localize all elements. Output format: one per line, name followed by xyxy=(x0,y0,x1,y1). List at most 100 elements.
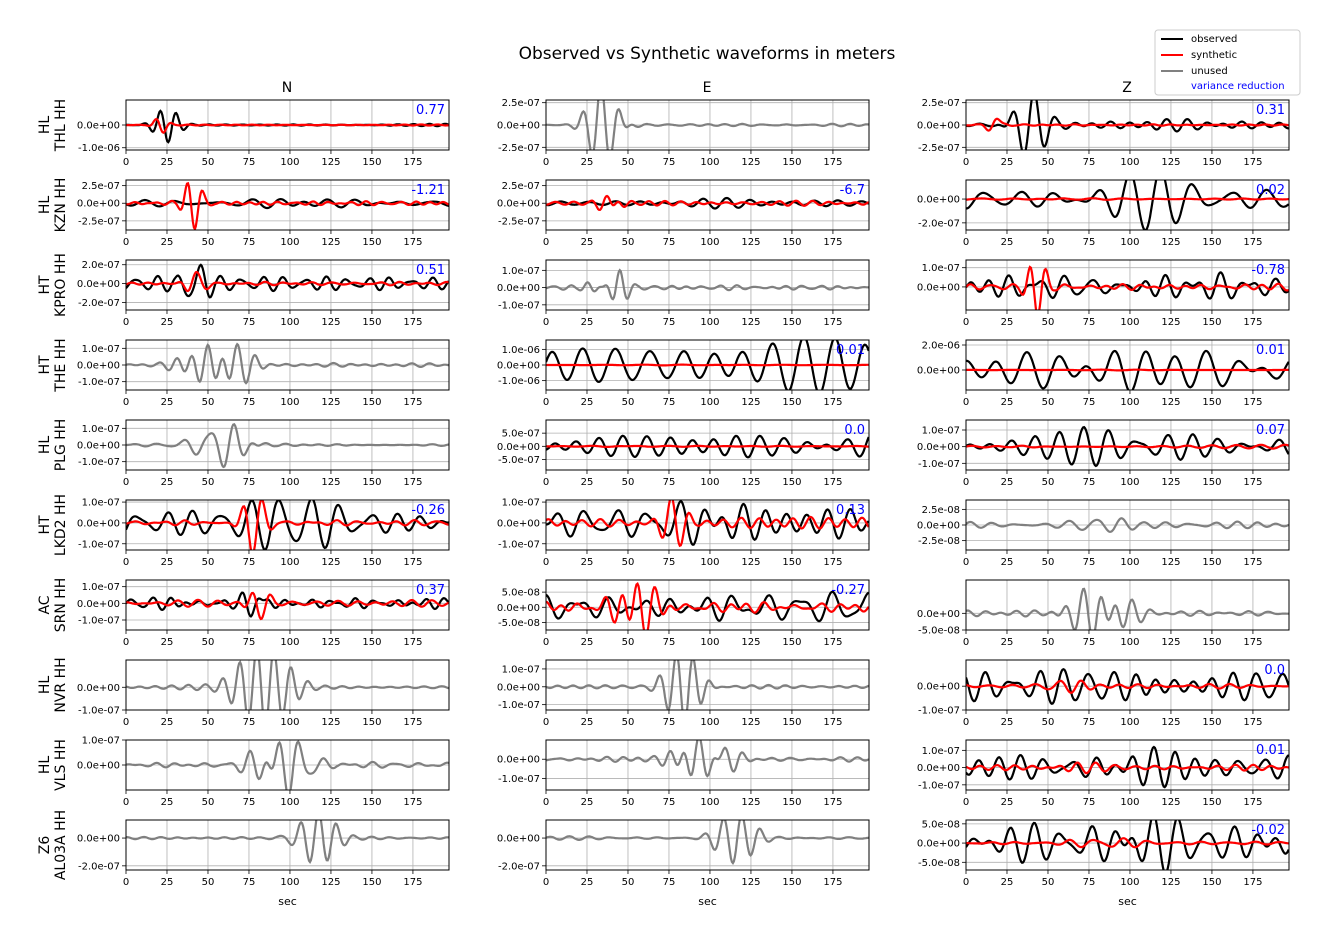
x-tick-label: 50 xyxy=(1042,477,1055,488)
panel-frame xyxy=(545,99,870,151)
x-tick-label: 150 xyxy=(782,717,801,728)
panel-5-Z: 0 25 50 75 100 125 150 175 2.5e-08 0.0e+00 -2.5e-0… xyxy=(917,499,1290,568)
x-tick-label: 75 xyxy=(243,557,256,568)
x-tick-label: 150 xyxy=(1202,877,1221,888)
y-tick-label: -1.0e-07 xyxy=(498,539,540,550)
x-tick-label: 100 xyxy=(280,557,299,568)
x-tick-label: 150 xyxy=(782,877,801,888)
y-tick-label: 0.0e+00 xyxy=(917,366,960,377)
x-tick-label: 100 xyxy=(280,237,299,248)
y-tick-label: 2.5e-08 xyxy=(922,505,960,516)
station-label-row-4: HLPLG HH xyxy=(37,419,69,472)
x-tick-label: 175 xyxy=(1243,317,1262,328)
panel-frame xyxy=(545,739,870,791)
x-tick-label: 50 xyxy=(622,237,635,248)
panel-frame xyxy=(545,179,870,231)
y-tick-label: 0.0e+00 xyxy=(497,199,540,210)
x-tick-label: 175 xyxy=(823,317,842,328)
y-tick-label: 0.0e+00 xyxy=(917,763,960,774)
y-tick-label: -1.0e-07 xyxy=(918,459,960,470)
panel-0-N: 0 25 50 75 100 125 150 175 0.0e+00 -1.0e-06 0.77 xyxy=(77,99,450,168)
x-tick-label: 125 xyxy=(741,717,760,728)
x-tick-label: 150 xyxy=(362,557,381,568)
x-tick-label: 25 xyxy=(1001,797,1014,808)
x-tick-label: 150 xyxy=(1202,637,1221,648)
y-tick-label: 0.0e+00 xyxy=(917,609,960,620)
panel-frame xyxy=(125,579,450,631)
x-tick-label: 125 xyxy=(741,877,760,888)
y-tick-label: 0.0e+00 xyxy=(77,599,120,610)
panel-8-N: 0 25 50 75 100 125 150 175 1.0e-07 0.0e+00 xyxy=(77,736,450,808)
station-label-row-5: HTLKD2 HH xyxy=(37,494,69,556)
unused-trace xyxy=(546,660,869,710)
x-tick-label: 125 xyxy=(741,797,760,808)
x-tick-label: 75 xyxy=(243,237,256,248)
x-tick-label: 25 xyxy=(161,797,174,808)
column-title-e: E xyxy=(703,80,712,96)
synthetic-trace xyxy=(966,265,1289,310)
x-tick-label: 125 xyxy=(1161,317,1180,328)
panel-frame xyxy=(545,659,870,711)
y-tick-label: -2.0e-07 xyxy=(498,861,540,872)
x-tick-label: 75 xyxy=(663,317,676,328)
y-tick-label: 0.0e+00 xyxy=(77,279,120,290)
y-tick-label: 2.0e-07 xyxy=(82,260,120,271)
x-tick-label: 150 xyxy=(1202,797,1221,808)
x-tick-label: 25 xyxy=(1001,877,1014,888)
x-tick-label: 150 xyxy=(362,157,381,168)
y-tick-label: -1.0e-07 xyxy=(78,706,120,717)
station-label-row-9: Z6AL03A HH xyxy=(37,810,69,880)
x-tick-label: 175 xyxy=(403,477,422,488)
x-tick-label: 50 xyxy=(202,397,215,408)
x-tick-label: 0 xyxy=(543,637,549,648)
network-label: HL xyxy=(37,756,53,775)
x-tick-label: 25 xyxy=(581,397,594,408)
x-tick-label: 0 xyxy=(543,237,549,248)
x-tick-label: 75 xyxy=(243,317,256,328)
y-tick-label: 0.0e+00 xyxy=(497,361,540,372)
panel-1-N: 0 25 50 75 100 125 150 175 2.5e-07 0.0e+00 -2.5e-0… xyxy=(77,179,450,248)
x-tick-label: 125 xyxy=(741,557,760,568)
observed-trace xyxy=(966,180,1289,230)
x-tick-label: 0 xyxy=(543,157,549,168)
y-tick-label: 0.0e+00 xyxy=(917,121,960,132)
x-tick-label: 25 xyxy=(161,397,174,408)
column-title-n: N xyxy=(282,80,292,96)
x-tick-label: 25 xyxy=(1001,157,1014,168)
x-tick-label: 0 xyxy=(543,397,549,408)
x-tick-label: 100 xyxy=(1120,157,1139,168)
y-tick-label: -2.0e-07 xyxy=(78,298,120,309)
variance-reduction-label: 0.37 xyxy=(416,583,445,598)
x-tick-label: 100 xyxy=(280,637,299,648)
legend-label-unused: unused xyxy=(1191,66,1228,77)
x-tick-label: 125 xyxy=(1161,237,1180,248)
x-tick-label: 100 xyxy=(700,877,719,888)
x-tick-label: 175 xyxy=(1243,637,1262,648)
x-tick-label: 0 xyxy=(543,717,549,728)
x-tick-label: 125 xyxy=(321,317,340,328)
variance-reduction-label: -6.7 xyxy=(840,183,865,198)
x-tick-label: 75 xyxy=(663,397,676,408)
synthetic-trace xyxy=(966,679,1289,694)
panel-3-Z: 0 25 50 75 100 125 150 175 2.0e-06 0.0e+00 0.01 xyxy=(917,339,1290,408)
x-tick-label: 25 xyxy=(161,637,174,648)
x-tick-label: 50 xyxy=(1042,397,1055,408)
x-tick-label: 0 xyxy=(543,877,549,888)
station-code-label: SRN HH xyxy=(53,578,69,633)
y-tick-label: 1.0e-07 xyxy=(82,344,120,355)
y-tick-label: 0.0e+00 xyxy=(77,761,120,772)
x-tick-label: 0 xyxy=(963,797,969,808)
x-tick-label: 25 xyxy=(1001,637,1014,648)
y-tick-label: -1.0e-06 xyxy=(498,376,540,387)
panel-7-Z: 0 25 50 75 100 125 150 175 0.0e+00 -1.0e-07 0.0 xyxy=(917,659,1290,728)
y-tick-label: 0.0e+00 xyxy=(497,283,540,294)
x-axis-label-z: sec xyxy=(1118,895,1137,908)
x-tick-label: 125 xyxy=(741,157,760,168)
y-tick-label: 0.0e+00 xyxy=(497,121,540,132)
x-tick-label: 150 xyxy=(782,477,801,488)
x-tick-label: 25 xyxy=(581,157,594,168)
station-label-row-7: HLNVR HH xyxy=(37,657,69,712)
x-tick-label: 75 xyxy=(243,797,256,808)
x-tick-label: 75 xyxy=(1083,637,1096,648)
station-code-label: AL03A HH xyxy=(53,810,69,880)
